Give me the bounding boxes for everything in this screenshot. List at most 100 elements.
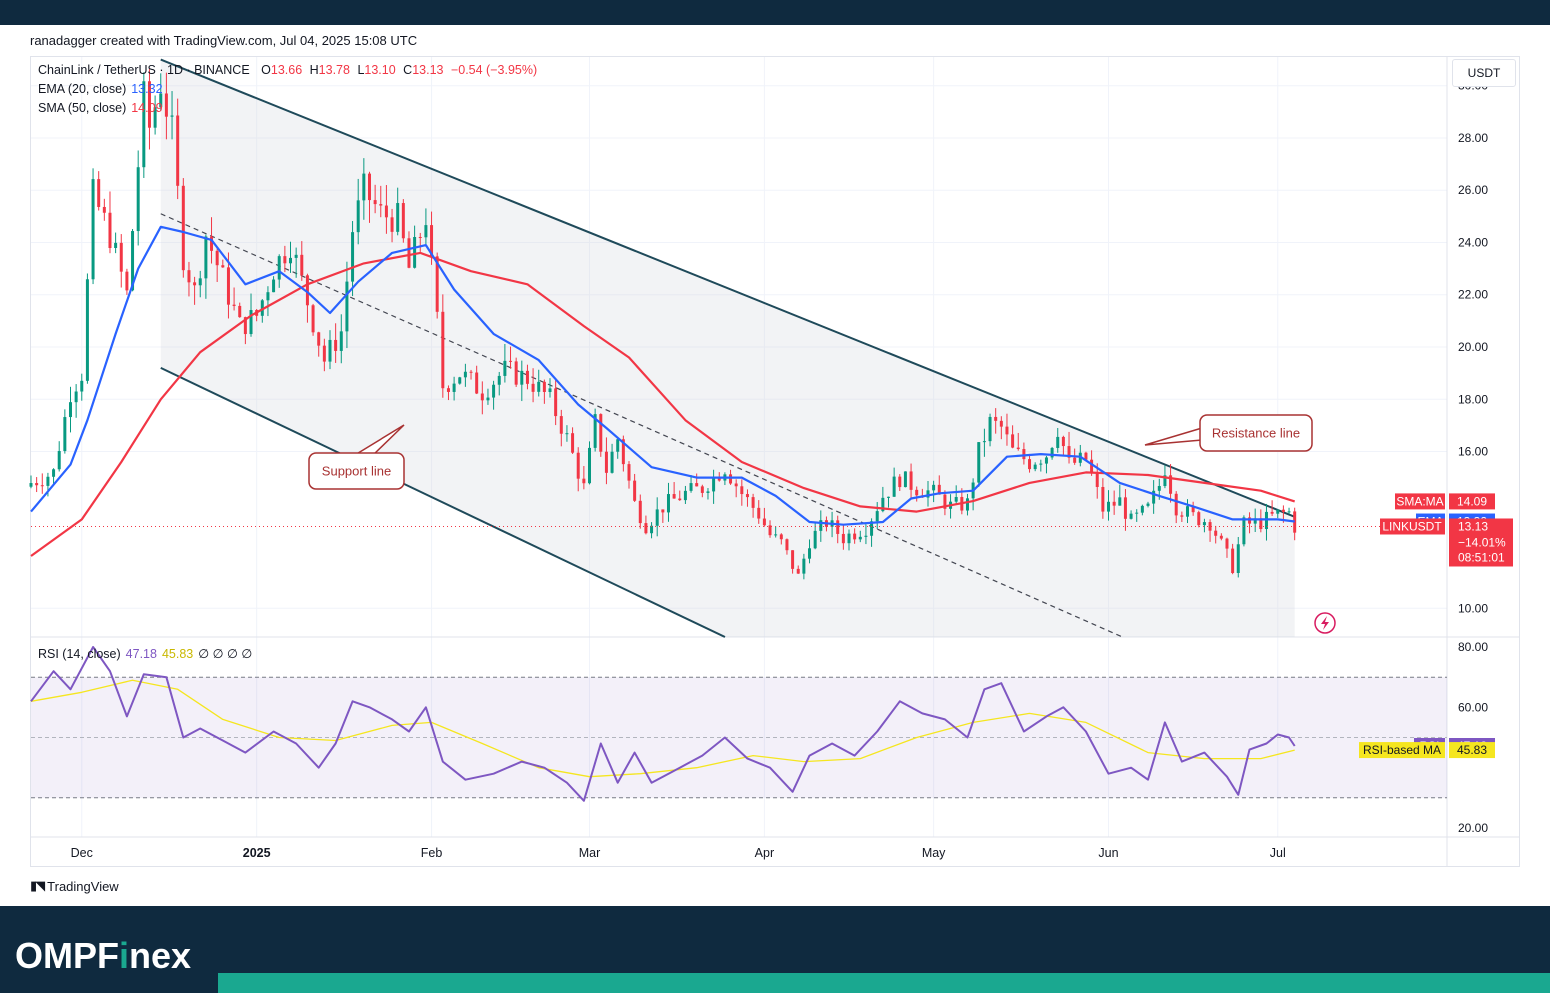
sma-value: 14.09: [131, 101, 163, 115]
sma-50-line: [30, 251, 1296, 557]
sma-badge-value-bg: [1449, 493, 1495, 510]
candle-body: [176, 115, 180, 186]
candle-body: [1011, 434, 1015, 448]
candle-body: [328, 339, 332, 362]
resistance-callout-box: [1199, 414, 1313, 452]
candle-body: [57, 451, 61, 470]
candle-body: [881, 497, 885, 512]
candle-body: [1084, 452, 1088, 460]
chart-credit: ranadagger created with TradingView.com,…: [30, 33, 418, 48]
candle-body: [1005, 426, 1009, 435]
price-tick-label: 26.00: [1458, 183, 1488, 197]
candle-body: [768, 525, 772, 536]
time-tick-label: Feb: [421, 846, 443, 860]
candle-body: [1016, 447, 1020, 450]
candle-body: [582, 478, 586, 484]
ema-value: 13.32: [131, 82, 163, 96]
candle-body: [616, 439, 620, 452]
candle-body: [734, 483, 738, 487]
time-tick-label: Mar: [579, 846, 601, 860]
candle-body: [226, 267, 230, 305]
candle-body: [1197, 512, 1201, 526]
candle-body: [982, 441, 986, 443]
change-value: −0.54 (−3.95%): [450, 63, 538, 77]
candle-body: [441, 311, 445, 389]
footer-accent: [218, 973, 1550, 993]
candle-body: [858, 536, 862, 540]
price-badge-change: −14.01%: [1458, 535, 1506, 549]
candle-body: [870, 521, 874, 536]
candle-body: [1095, 473, 1099, 487]
candle-body: [1022, 449, 1026, 460]
candle-body: [954, 496, 958, 502]
ema-label: EMA (20, close): [38, 82, 127, 96]
candle-body: [672, 494, 676, 499]
rsi-tick-label: 60.00: [1458, 700, 1488, 714]
candle-body: [430, 225, 434, 257]
sma-legend: SMA (50, close) 14.09: [38, 101, 163, 115]
ema-20-line: [30, 225, 1295, 526]
candle-body: [204, 236, 208, 279]
candle-body: [345, 281, 349, 332]
candle-body: [774, 534, 778, 536]
candle-body: [841, 533, 845, 544]
candle-body: [903, 471, 907, 488]
candle-body: [689, 483, 693, 491]
candle-body: [317, 332, 321, 346]
time-tick-label: Jul: [1270, 846, 1286, 860]
price-tick-label: 10.00: [1458, 601, 1488, 615]
candle-body: [125, 271, 129, 291]
candle-body: [943, 494, 947, 509]
candle-body: [1281, 509, 1285, 513]
candle-body: [1044, 457, 1048, 464]
price-tick-label: 16.00: [1458, 445, 1488, 459]
chart-frame: [30, 56, 1520, 867]
rsi-ma-legend-value: 45.83: [161, 647, 194, 661]
candle-body: [1208, 522, 1212, 531]
rsi-ma-badge-label-bg: [1359, 742, 1445, 759]
candle-body: [875, 511, 879, 522]
price-tick-label: 18.00: [1458, 392, 1488, 406]
candle-body: [548, 388, 552, 392]
time-tick-label: Dec: [71, 846, 93, 860]
candle-body: [633, 480, 637, 501]
candle-body: [373, 200, 377, 205]
rsi-tick-label: 80.00: [1458, 640, 1488, 654]
candle-body: [892, 476, 896, 497]
candle-body: [119, 242, 123, 272]
resistance-callout-text: Resistance line: [1212, 426, 1300, 441]
candle-body: [452, 383, 456, 392]
candle-body: [102, 206, 106, 213]
candle-body: [159, 93, 163, 108]
candle-body: [1174, 493, 1178, 516]
close-label: C: [403, 63, 413, 77]
lightning-icon-bolt: [1321, 616, 1329, 630]
candle-body: [401, 203, 405, 239]
candle-body: [311, 305, 315, 333]
candle-body: [1180, 515, 1184, 517]
candle-body: [1287, 511, 1291, 513]
candle-body: [46, 476, 50, 486]
candle-body: [1231, 548, 1235, 573]
candle-body: [390, 217, 394, 232]
candle-body: [418, 236, 422, 238]
candle-body: [509, 360, 513, 362]
candle-body: [289, 257, 293, 264]
rsi-ma-line: [30, 679, 1295, 778]
candle-body: [700, 486, 704, 493]
candle-body: [475, 372, 479, 394]
candle-body: [1073, 457, 1077, 463]
candle-body: [181, 185, 185, 271]
candle-body: [1248, 517, 1252, 524]
candle-body: [886, 496, 890, 498]
low-label: L: [357, 63, 365, 77]
candle-body: [712, 476, 716, 492]
candle-body: [413, 236, 417, 268]
candle-body: [813, 530, 817, 549]
time-tick-label: 2025: [243, 846, 271, 860]
candle-body: [1276, 509, 1280, 514]
candle-body: [379, 204, 383, 206]
candle-body: [926, 490, 930, 498]
currency-button[interactable]: USDT: [1452, 59, 1516, 87]
